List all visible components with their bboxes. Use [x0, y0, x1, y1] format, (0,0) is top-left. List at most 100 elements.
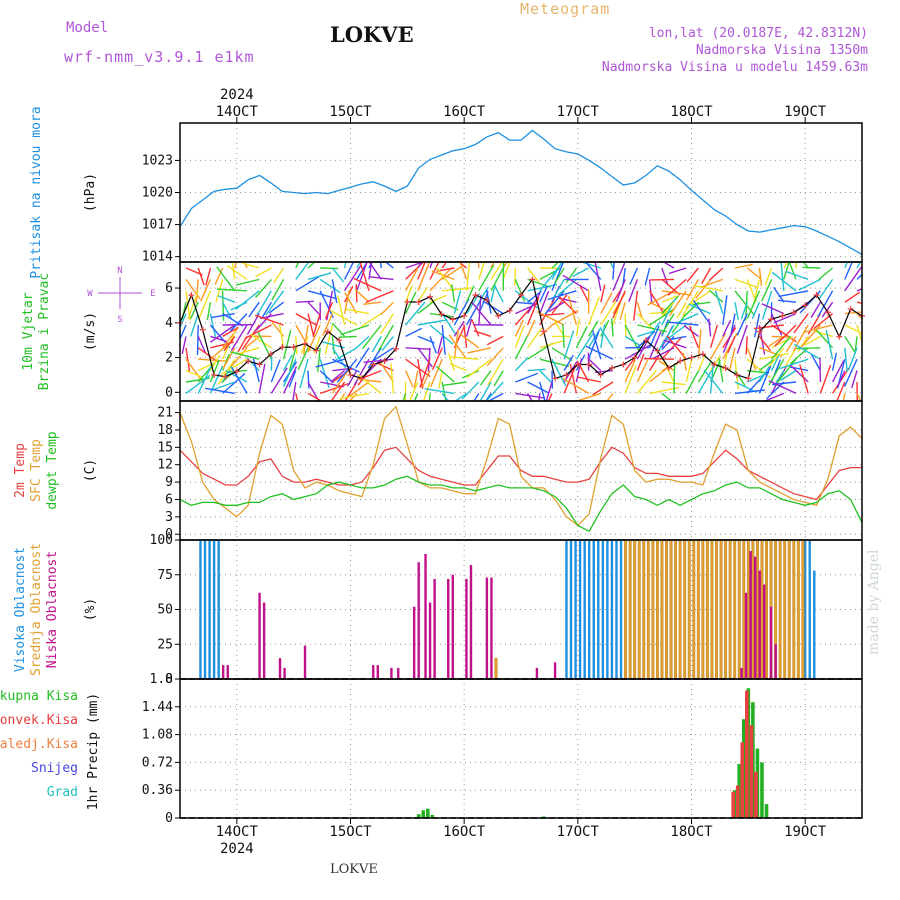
wind-arrow: [768, 380, 797, 395]
clouds-bar: [258, 592, 261, 679]
wind-arrow: [344, 265, 362, 292]
precipitation-bar: [745, 690, 749, 818]
precipitation-bar: [749, 725, 754, 818]
wind-arrow: [255, 267, 272, 278]
y-axis-label: (%): [83, 598, 98, 621]
wind-arrow: [273, 267, 285, 284]
wind-arrow: [668, 267, 687, 275]
wind-speed-marker: [279, 344, 286, 351]
wind-arrow: [209, 324, 236, 343]
wind-arrow: [657, 324, 675, 352]
wind-arrow: [348, 392, 358, 401]
wind-speed-marker: [313, 347, 320, 354]
wind-speed-marker: [336, 337, 343, 344]
wind-arrow: [248, 301, 260, 318]
wind-arrow: [221, 331, 236, 360]
wind-arrow: [235, 347, 260, 355]
wind-arrow: [736, 313, 748, 336]
wind-arrow: [295, 262, 300, 269]
clouds-bar: [199, 540, 202, 679]
wind-arrow: [771, 324, 797, 343]
wind-arrow: [502, 262, 508, 269]
wind-arrow: [237, 336, 248, 353]
wind-arrow: [514, 325, 525, 349]
wind-arrow: [369, 276, 394, 281]
clouds-bar: [615, 540, 618, 679]
wind-arrow: [734, 302, 739, 321]
wind-arrow: [461, 381, 480, 400]
wind-arrow: [539, 285, 548, 303]
wind-speed-marker: [552, 375, 559, 382]
clouds-bar: [465, 578, 468, 679]
x-year-label-bottom: 2024: [220, 841, 254, 857]
wind-arrow: [404, 285, 413, 303]
wind-arrow: [661, 267, 669, 286]
clouds-bar: [574, 540, 577, 679]
wind-arrow: [340, 324, 370, 336]
wind-arrow: [453, 290, 462, 314]
wind-arrow: [312, 313, 321, 337]
clouds-bar: [742, 539, 746, 680]
wind-arrow: [585, 345, 614, 360]
wind-arrow: [551, 262, 560, 269]
wind-arrow: [661, 278, 681, 296]
wind-speed-marker: [392, 345, 399, 352]
wind-arrow: [831, 360, 845, 383]
wind-speed-marker: [347, 371, 354, 378]
wind-arrow: [709, 363, 714, 394]
wind-arrow: [514, 332, 530, 360]
wind-speed-marker: [415, 298, 422, 305]
clouds-bar: [751, 539, 755, 680]
wind-arrow: [701, 267, 712, 284]
wind-arrow: [258, 363, 266, 394]
clouds-bar: [710, 539, 714, 680]
wind-arrow: [685, 279, 700, 301]
clouds-bar: [447, 578, 450, 679]
wind-arrow: [579, 285, 590, 303]
x-tick-label-top: 18OCT: [670, 104, 713, 120]
wind-speed-marker: [199, 326, 206, 333]
compass-cross: [98, 277, 142, 309]
clouds-bar: [683, 539, 687, 680]
wind-arrow: [288, 347, 297, 372]
clouds-bar: [813, 570, 816, 679]
wind-arrow: [441, 265, 463, 280]
y-tick-label: 1023: [142, 153, 173, 168]
wind-arrow: [417, 262, 430, 292]
wind-arrow: [817, 290, 834, 318]
wind-arrow: [417, 262, 423, 269]
wind-arrow: [222, 347, 236, 370]
wind-arrow: [562, 323, 565, 348]
wind-arrow: [774, 324, 797, 347]
clouds-bar: [669, 539, 673, 680]
clouds-bar: [606, 540, 609, 679]
wind-arrow: [362, 324, 382, 349]
wind-arrow: [326, 290, 334, 321]
wind-arrow: [381, 335, 394, 351]
clouds-bar: [217, 540, 220, 679]
wind-arrow: [319, 290, 334, 319]
clouds-bar: [628, 539, 632, 680]
wind-speed-marker: [529, 276, 536, 283]
clouds-bar: [451, 574, 454, 679]
wind-arrow: [210, 335, 228, 343]
wind-speed-marker: [836, 333, 843, 340]
side-label: Pritisak na nivou mora: [29, 106, 44, 278]
wind-arrow: [790, 365, 809, 383]
wind-arrow: [320, 267, 339, 270]
wind-arrow: [685, 366, 702, 394]
wind-arrow: [818, 267, 834, 280]
wind-arrow: [551, 347, 573, 362]
wind-arrow: [722, 295, 728, 326]
wind-arrow: [502, 262, 511, 280]
wind-arrow: [554, 320, 565, 337]
wind-arrow: [330, 370, 346, 383]
wind-arrow: [417, 359, 424, 389]
wind-arrow: [197, 336, 207, 354]
wind-arrow: [612, 290, 626, 319]
wind-arrow: [379, 361, 394, 383]
wind-arrow: [404, 291, 417, 314]
wind-arrow: [229, 351, 260, 360]
wind-arrow: [831, 352, 838, 371]
wind-arrow: [567, 295, 578, 326]
